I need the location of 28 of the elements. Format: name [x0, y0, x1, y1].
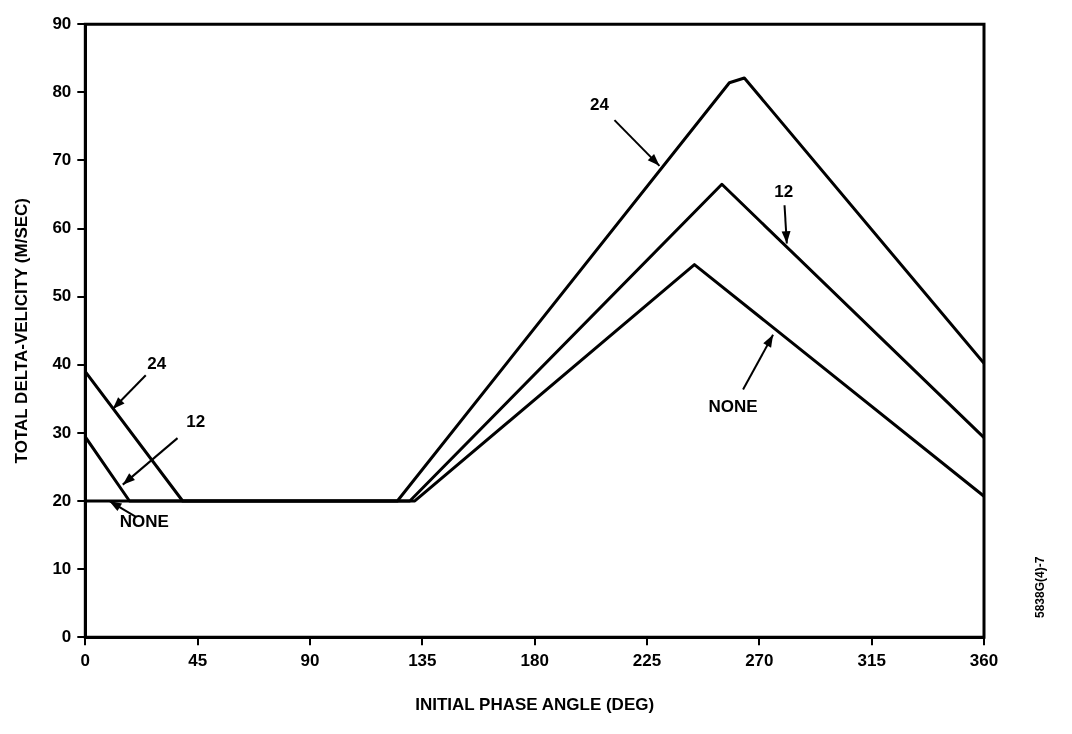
y-tick-label: 90	[52, 13, 72, 33]
y-tick-label: 10	[52, 558, 72, 578]
x-axis-title: INITIAL PHASE ANGLE (DEG)	[415, 695, 655, 715]
annotation: NONE	[119, 511, 169, 531]
y-axis-title: TOTAL DELTA-VELICITY (M/SEC)	[11, 198, 31, 464]
annotation: 12	[774, 182, 794, 202]
x-tick-label: 135	[408, 651, 437, 671]
x-tick-label: 270	[745, 651, 774, 671]
annotation: NONE	[708, 397, 758, 417]
annotation: 24	[147, 353, 167, 373]
y-tick-label: 0	[61, 626, 72, 646]
y-tick-label: 50	[52, 286, 72, 306]
x-tick-label: 360	[969, 651, 999, 671]
annotation: 24	[590, 94, 610, 114]
x-tick-label: 90	[300, 651, 320, 671]
annotation: 12	[186, 412, 206, 432]
y-tick-label: 40	[52, 354, 72, 374]
x-tick-label: 225	[632, 651, 662, 671]
x-tick-label: 315	[857, 651, 886, 671]
y-tick-label: 80	[52, 82, 72, 101]
x-tick-label: 45	[188, 651, 208, 671]
y-tick-label: 30	[52, 422, 72, 442]
y-tick-label: 20	[52, 490, 72, 510]
y-tick-label: 60	[52, 218, 72, 238]
text: 5838G(4)-7	[1033, 556, 1047, 618]
y-tick-label: 70	[52, 150, 72, 170]
x-tick-label: 0	[80, 651, 91, 671]
x-tick-label: 180	[520, 651, 549, 671]
